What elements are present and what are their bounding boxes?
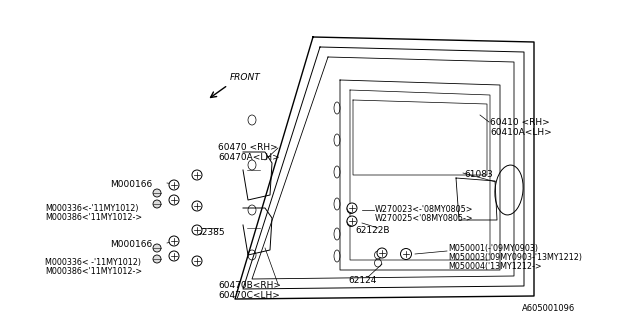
Text: M000386<'11MY1012->: M000386<'11MY1012-> xyxy=(45,213,142,222)
Text: M050004('13MY1212->: M050004('13MY1212-> xyxy=(448,262,541,271)
Circle shape xyxy=(347,216,357,226)
Text: 60410 <RH>: 60410 <RH> xyxy=(490,118,550,127)
Text: 60470B<RH>: 60470B<RH> xyxy=(218,281,281,290)
Circle shape xyxy=(169,180,179,190)
Text: 60470 <RH>: 60470 <RH> xyxy=(218,143,278,152)
Circle shape xyxy=(401,249,412,260)
Text: M000166: M000166 xyxy=(110,180,152,189)
Circle shape xyxy=(169,195,179,205)
Circle shape xyxy=(153,200,161,208)
Circle shape xyxy=(192,256,202,266)
Text: 60470A<LH>: 60470A<LH> xyxy=(218,153,280,162)
Circle shape xyxy=(192,170,202,180)
Text: FRONT: FRONT xyxy=(230,73,260,82)
Circle shape xyxy=(153,189,161,197)
Text: M000336< -'11MY1012): M000336< -'11MY1012) xyxy=(45,258,141,267)
Text: M000336<-'11MY1012): M000336<-'11MY1012) xyxy=(45,204,138,213)
Text: W270023<-'08MY0805>: W270023<-'08MY0805> xyxy=(375,205,474,214)
Text: W270025<'08MY0805->: W270025<'08MY0805-> xyxy=(375,214,474,223)
Circle shape xyxy=(169,251,179,261)
Circle shape xyxy=(377,248,387,258)
Circle shape xyxy=(153,255,161,263)
Circle shape xyxy=(192,201,202,211)
Text: 60410A<LH>: 60410A<LH> xyxy=(490,128,552,137)
Text: 61083: 61083 xyxy=(464,170,493,179)
Text: 62122B: 62122B xyxy=(355,226,390,235)
Text: M050003('09MY0903-'13MY1212): M050003('09MY0903-'13MY1212) xyxy=(448,253,582,262)
Circle shape xyxy=(169,236,179,246)
Circle shape xyxy=(153,244,161,252)
Circle shape xyxy=(192,225,202,235)
Text: M000386<'11MY1012->: M000386<'11MY1012-> xyxy=(45,267,142,276)
Text: 62124: 62124 xyxy=(348,276,376,285)
Text: 02385: 02385 xyxy=(196,228,225,237)
Text: A605001096: A605001096 xyxy=(522,304,575,313)
Text: M050001(-'09MY0903): M050001(-'09MY0903) xyxy=(448,244,538,253)
Circle shape xyxy=(347,203,357,213)
Text: 60470C<LH>: 60470C<LH> xyxy=(218,291,280,300)
Text: M000166: M000166 xyxy=(110,240,152,249)
